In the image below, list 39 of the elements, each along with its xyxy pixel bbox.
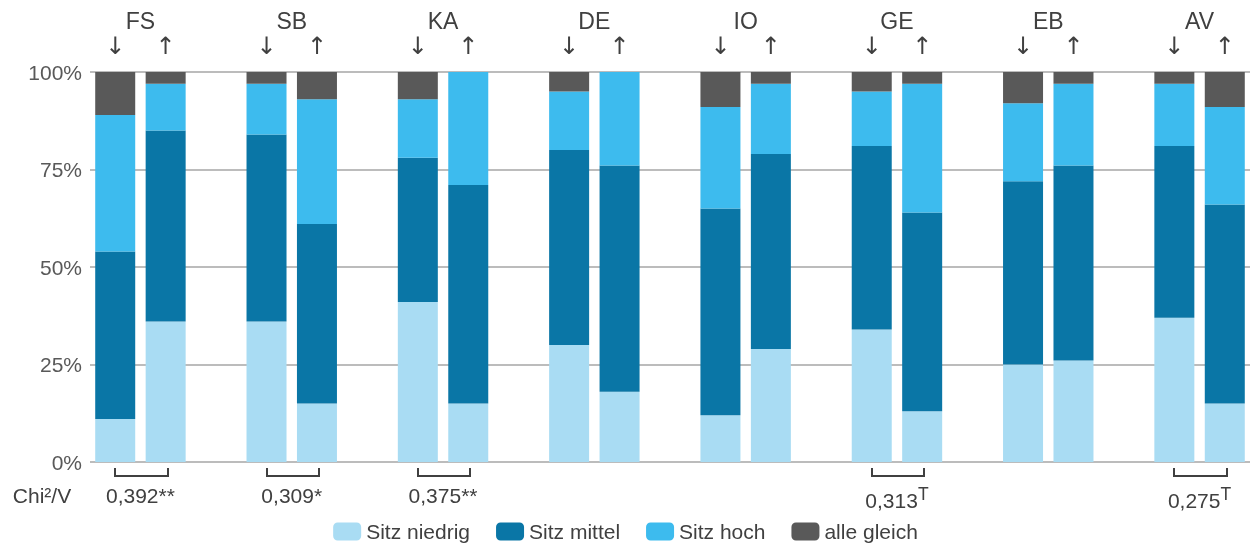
legend-label: Sitz niedrig (366, 520, 471, 543)
x-tick-label: ↓ (710, 32, 731, 60)
text: KA (427, 8, 459, 35)
x-tick-label: ↑ (609, 32, 630, 60)
x-tick-label: ↓ (256, 32, 277, 60)
text: AV (1185, 8, 1215, 35)
text: SB (276, 8, 308, 35)
legend-label: Sitz mittel (529, 520, 621, 543)
y-tick-label: 0% (51, 450, 82, 474)
x-tick-label: ↓ (105, 32, 126, 60)
x-tick-label: ↑ (155, 32, 176, 60)
text: EB (1032, 8, 1064, 35)
x-tick-label: ↑ (306, 32, 328, 60)
y-tick-label: 100% (28, 60, 82, 84)
x-tick-label: ↑ (912, 32, 933, 60)
text: Chi²/V (12, 484, 72, 508)
x-tick-label: ↓ (1164, 32, 1185, 60)
text: 0,275$^{T}$ (1167, 484, 1232, 513)
x-tick-label: ↓ (407, 32, 428, 60)
x-tick-label: ↑ (1063, 32, 1084, 60)
text: 0,392** (105, 484, 175, 508)
x-tick-label: ↑ (1214, 32, 1235, 60)
x-tick-label: ↓ (559, 32, 580, 60)
text: DE (578, 8, 611, 35)
x-tick-label: ↑ (458, 32, 479, 60)
text: GE (880, 8, 914, 35)
text: IO (733, 8, 758, 35)
legend-label: alle gleich (824, 520, 918, 543)
x-tick-label: ↑ (760, 32, 781, 60)
y-tick-label: 50% (39, 255, 82, 279)
x-tick-label: ↓ (1012, 32, 1034, 60)
text: 0,313$^{T}$ (865, 484, 929, 513)
x-tick-label: ↓ (861, 32, 882, 60)
text: FS (125, 8, 156, 35)
legend-label: Sitz hoch (679, 520, 766, 543)
text: 0,309* (261, 484, 323, 508)
y-tick-label: 25% (39, 353, 82, 376)
y-tick-label: 75% (39, 158, 82, 181)
text: 0,375** (408, 484, 478, 508)
